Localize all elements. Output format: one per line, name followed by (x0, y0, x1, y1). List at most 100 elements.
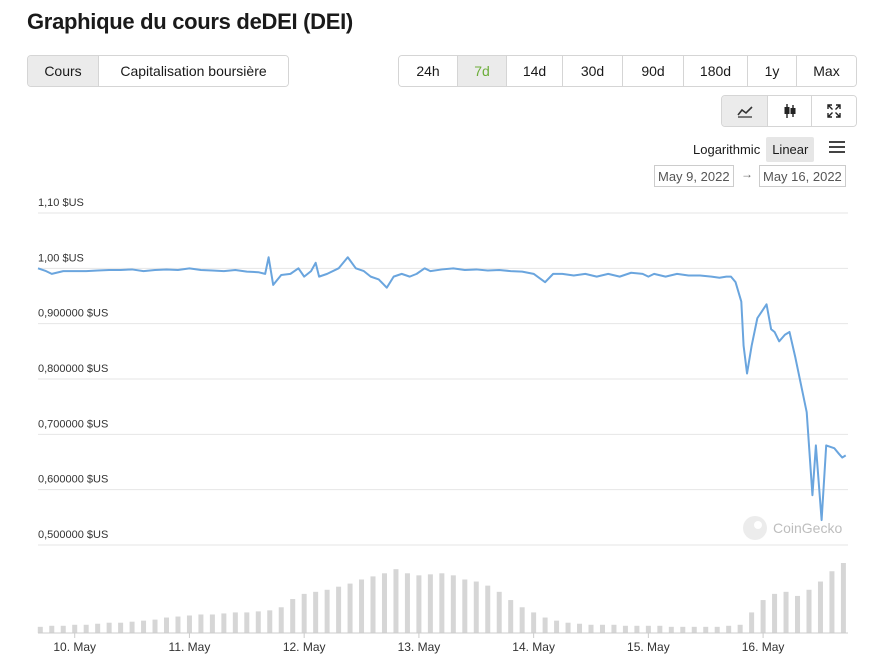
volume-bar (840, 563, 846, 633)
x-tick-label: 16. May (742, 640, 785, 654)
date-from[interactable]: May 9, 2022 (654, 165, 734, 187)
range-button[interactable]: 24h (399, 56, 458, 86)
volume-bar (450, 575, 456, 633)
x-tick-label: 12. May (283, 640, 326, 654)
volume-bar (760, 600, 766, 633)
x-tick-label: 11. May (169, 640, 211, 654)
range-button[interactable]: 7d (458, 56, 507, 86)
y-tick-label: 0,600000 $US (38, 474, 108, 486)
expand-icon (827, 104, 841, 118)
volume-bar (439, 573, 445, 633)
volume-bar (141, 620, 147, 633)
volume-bar (795, 595, 801, 633)
linear-option[interactable]: Linear (766, 137, 815, 162)
range-group: 24h 7d 14d 30d 90d 180d 1y Max (398, 55, 857, 87)
line-mode-button[interactable] (722, 96, 768, 126)
volume-bar (531, 612, 537, 633)
volume-bar (519, 607, 525, 633)
range-button[interactable]: 180d (684, 56, 748, 86)
volume-bar (221, 613, 227, 633)
volume-bar (473, 581, 479, 633)
fullscreen-button[interactable] (812, 96, 856, 126)
volume-bar (186, 615, 192, 633)
volume-bar (817, 581, 823, 633)
volume-bar (622, 625, 628, 633)
volume-bar (726, 625, 732, 633)
tab-group: Cours Capitalisation boursière (27, 55, 289, 87)
volume-bar (381, 573, 387, 633)
candle-icon (784, 104, 795, 118)
tab-button[interactable]: Cours (28, 56, 99, 86)
y-tick-label: 1,00 $US (38, 252, 84, 264)
volume-bar (37, 626, 43, 633)
candle-mode-button[interactable] (768, 96, 812, 126)
volume-bar (163, 617, 169, 633)
volume-bar (680, 626, 686, 633)
volume-bar (244, 612, 250, 633)
volume-bar (588, 624, 594, 633)
volume-bar (129, 621, 135, 633)
volume-bar (347, 583, 353, 633)
range-button[interactable]: 30d (563, 56, 623, 86)
chart-mode-group (721, 95, 857, 127)
volume-bar (554, 620, 560, 633)
range-button[interactable]: 1y (748, 56, 797, 86)
volume-bar (83, 624, 89, 633)
y-tick-label: 1,10 $US (38, 197, 84, 209)
volume-bar (278, 607, 284, 633)
line-icon (736, 106, 753, 118)
volume-bar (95, 623, 101, 633)
x-tick-label: 15. May (627, 640, 670, 654)
volume-bar (60, 625, 66, 633)
x-tick-label: 13. May (398, 640, 441, 654)
volume-bar (267, 610, 273, 633)
volume-bar (645, 625, 651, 633)
y-tick-label: 0,900000 $US (38, 308, 108, 320)
volume-bar (737, 624, 743, 633)
volume-bar (152, 619, 158, 633)
range-button[interactable]: 14d (507, 56, 563, 86)
y-tick-label: 0,800000 $US (38, 363, 108, 375)
volume-bar (496, 591, 502, 633)
volume-bar (657, 625, 663, 633)
volume-bar (806, 589, 812, 633)
volume-bar (485, 585, 491, 633)
volume-bar (427, 574, 433, 633)
volume-bar (749, 612, 755, 633)
volume-bar (313, 591, 319, 633)
y-tick-label: 0,500000 $US (38, 529, 108, 541)
volume-bar (301, 593, 307, 633)
volume-bar (175, 616, 181, 633)
volume-bar (336, 586, 342, 633)
watermark-text: CoinGecko (773, 520, 842, 536)
y-tick-label: 0,700000 $US (38, 418, 108, 430)
volume-bar (324, 589, 330, 633)
volume-bar (404, 573, 410, 633)
volume-bar (49, 625, 55, 633)
x-tick-label: 14. May (512, 640, 555, 654)
volume-bar (393, 569, 399, 633)
volume-bar (255, 611, 261, 633)
menu-icon[interactable] (828, 140, 846, 156)
volume-bar (72, 624, 78, 633)
volume-bar (829, 571, 835, 633)
volume-bar (209, 614, 215, 633)
volume-bar (118, 622, 124, 633)
volume-bar (634, 625, 640, 633)
volume-bar (359, 579, 365, 633)
watermark: CoinGecko (743, 516, 842, 540)
volume-bar (611, 624, 617, 633)
volume-bar (508, 600, 514, 633)
date-to[interactable]: May 16, 2022 (759, 165, 846, 187)
volume-bar (577, 623, 583, 633)
log-option[interactable]: Logarithmic (693, 142, 761, 157)
volume-bar (290, 599, 296, 633)
range-button[interactable]: 90d (623, 56, 684, 86)
range-button[interactable]: Max (797, 56, 856, 86)
volume-bar (783, 591, 789, 633)
volume-bar (462, 579, 468, 633)
volume-bar (198, 614, 204, 633)
tab-button[interactable]: Capitalisation boursière (99, 56, 288, 86)
